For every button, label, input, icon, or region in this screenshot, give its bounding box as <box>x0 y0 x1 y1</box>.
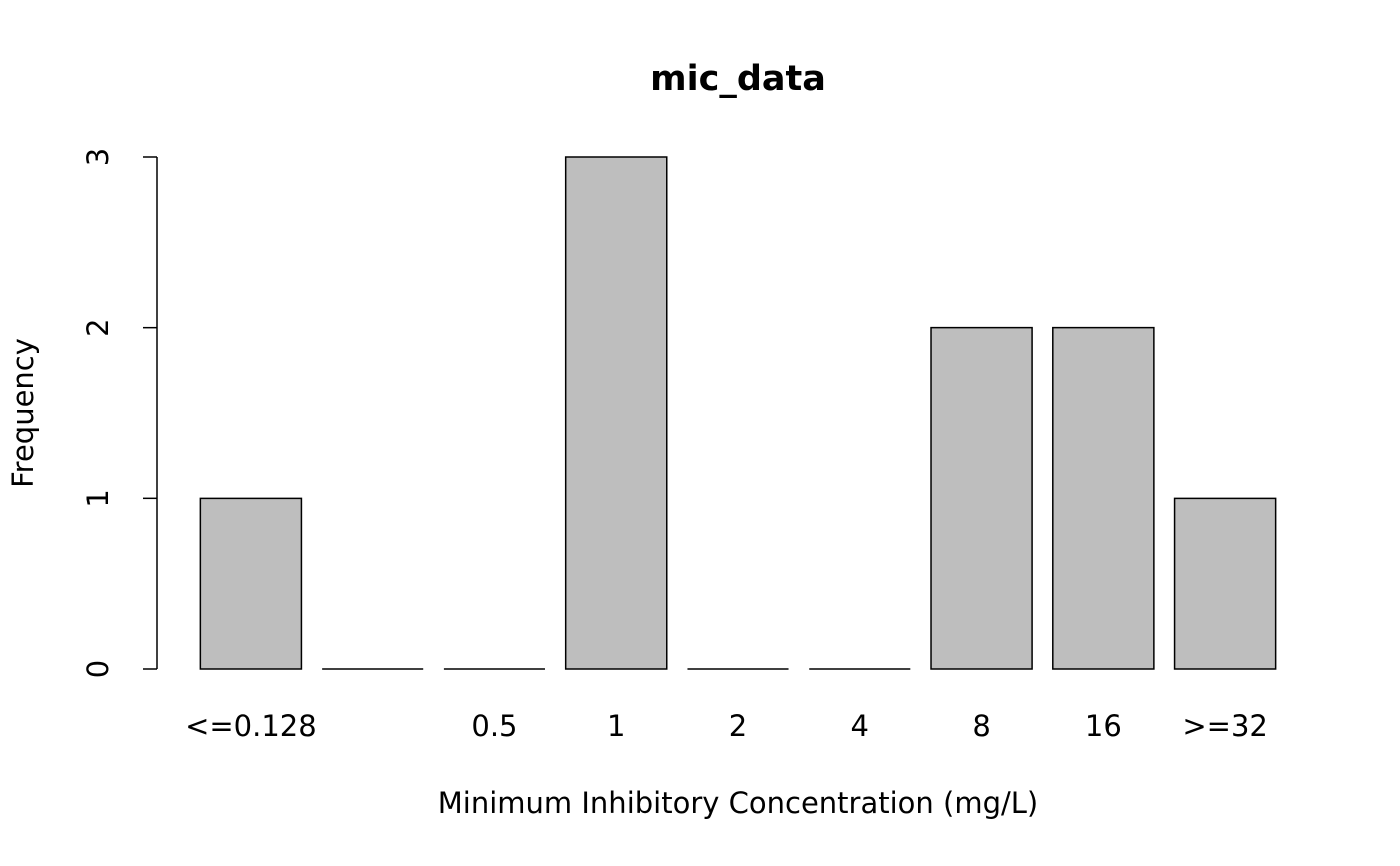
y-tick-label: 2 <box>81 318 115 336</box>
y-tick-label: 0 <box>81 660 115 678</box>
y-axis-label: Frequency <box>6 338 40 488</box>
x-tick-label: <=0.128 <box>185 709 317 743</box>
x-tick-label: >=32 <box>1182 709 1268 743</box>
x-tick-label: 4 <box>851 709 869 743</box>
x-tick-label: 2 <box>729 709 747 743</box>
bar <box>930 326 1033 670</box>
bar <box>564 156 668 670</box>
y-tick-label: 1 <box>81 489 115 507</box>
chart-title: mic_data <box>650 59 826 99</box>
bar <box>199 497 303 670</box>
bar <box>1052 326 1155 670</box>
x-tick-label: 0.5 <box>471 709 517 743</box>
x-tick-label: 16 <box>1085 709 1122 743</box>
x-tick-label: 8 <box>972 709 990 743</box>
bar <box>1173 497 1277 670</box>
x-axis-label: Minimum Inhibitory Concentration (mg/L) <box>438 786 1038 820</box>
y-tick-label: 3 <box>81 148 115 166</box>
x-tick-label: 1 <box>607 709 625 743</box>
